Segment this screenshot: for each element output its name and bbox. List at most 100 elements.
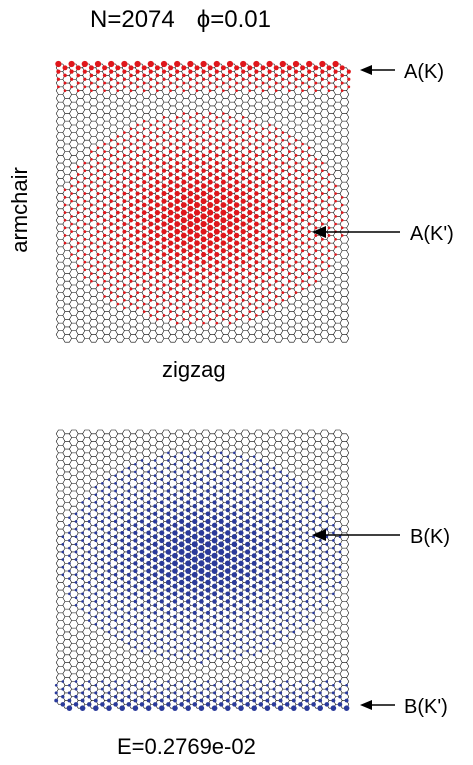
bottom-site-dot <box>298 527 302 531</box>
top-site-dot <box>294 222 298 226</box>
bottom-site-dot <box>265 591 270 596</box>
bottom-site-dot <box>204 541 212 548</box>
top-site-dot <box>268 123 271 127</box>
bottom-site-dot <box>265 561 270 566</box>
top-site-dot <box>175 161 180 166</box>
top-site-dot <box>174 175 180 181</box>
bottom-site-dot <box>173 630 177 634</box>
top-site-dot <box>70 184 73 188</box>
top-site-dot <box>89 226 93 230</box>
top-site-dot <box>240 244 246 250</box>
top-site-dot <box>287 203 292 207</box>
top-site-dot <box>281 153 285 157</box>
top-site-dot <box>162 298 166 302</box>
bottom-site-dot <box>232 641 236 645</box>
top-site-dot <box>327 211 331 214</box>
top-site-dot <box>287 210 292 215</box>
top-site-dot <box>142 295 146 298</box>
bottom-site-dot <box>225 607 230 612</box>
bottom-site-dot <box>278 561 283 566</box>
top-site-dot <box>180 202 187 208</box>
bottom-site-dot <box>231 572 238 578</box>
bottom-site-dot <box>54 698 59 703</box>
bottom-site-dot <box>146 515 151 520</box>
top-site-dot <box>149 131 153 134</box>
bottom-site-dot <box>172 522 178 528</box>
bottom-site-dot <box>251 538 257 543</box>
bottom-site-dot <box>80 698 85 703</box>
top-site-dot <box>307 77 311 81</box>
top-site-dot <box>281 85 285 89</box>
bottom-site-dot <box>219 695 223 699</box>
bottom-site-dot <box>318 592 322 596</box>
bottom-site-dot <box>120 630 124 634</box>
top-site-dot <box>187 213 194 220</box>
bottom-site-dot <box>285 550 290 554</box>
top-site-dot <box>294 275 298 279</box>
bottom-site-dot <box>100 573 104 577</box>
top-site-dot <box>221 263 226 269</box>
bottom-site-dot <box>173 645 177 649</box>
top-site-dot <box>109 169 113 173</box>
bottom-site-dot <box>113 519 118 524</box>
top-site-dot <box>281 184 285 188</box>
top-site-dot <box>83 169 87 173</box>
bottom-site-dot <box>160 462 164 466</box>
top-site-dot <box>287 172 291 177</box>
bottom-site-dot <box>87 680 91 683</box>
top-site-dot <box>116 73 120 78</box>
top-site-dot <box>154 65 160 71</box>
bottom-site-dot <box>180 634 184 638</box>
top-site-dot <box>129 165 133 169</box>
bottom-site-dot <box>126 572 131 577</box>
bottom-site-dot <box>186 455 190 459</box>
top-site-dot <box>334 237 337 241</box>
bottom-site-dot <box>68 592 71 596</box>
top-site-dot <box>128 65 134 71</box>
top-site-dot <box>155 187 160 193</box>
top-site-dot <box>109 222 113 226</box>
bottom-site-dot <box>332 531 335 535</box>
bottom-site-dot <box>159 515 165 520</box>
top-site-dot <box>109 85 113 89</box>
bottom-site-dot <box>245 611 250 615</box>
bottom-site-dot <box>299 680 302 683</box>
top-site-dot <box>187 252 193 258</box>
bottom-site-dot <box>74 535 78 539</box>
top-site-dot <box>156 89 159 92</box>
bottom-site-dot <box>140 504 144 508</box>
top-site-dot <box>288 135 291 138</box>
bottom-site-dot <box>272 595 276 600</box>
top-site-dot <box>241 131 245 135</box>
bottom-site-dot <box>166 603 171 608</box>
bottom-site-dot <box>107 630 111 634</box>
bottom-site-dot <box>205 526 211 532</box>
top-site-dot <box>161 221 167 227</box>
top-site-dot <box>340 218 344 222</box>
bottom-site-dot <box>246 649 249 653</box>
bottom-site-dot <box>277 705 284 711</box>
bottom-site-dot <box>219 504 224 509</box>
top-site-dot <box>208 81 212 85</box>
top-site-dot <box>76 249 80 253</box>
top-site-dot <box>129 295 133 298</box>
top-site-dot <box>128 210 134 215</box>
bottom-site-dot <box>318 554 322 558</box>
bottom-site-dot <box>79 705 86 711</box>
bottom-site-dot <box>173 485 177 489</box>
bottom-site-dot <box>114 474 117 478</box>
bottom-site-dot <box>153 459 157 462</box>
top-site-dot <box>294 214 298 219</box>
bottom-site-dot <box>87 580 91 584</box>
bottom-site-dot <box>265 493 269 497</box>
bottom-site-dot <box>159 705 165 711</box>
bottom-site-dot <box>272 527 276 532</box>
top-site-dot <box>155 81 159 85</box>
top-site-dot <box>168 157 173 162</box>
bottom-site-dot <box>160 455 164 458</box>
top-site-dot <box>182 302 186 306</box>
top-site-dot <box>254 77 258 81</box>
bottom-site-dot <box>133 568 138 574</box>
top-site-dot <box>76 81 80 85</box>
bottom-site-dot <box>126 519 131 524</box>
